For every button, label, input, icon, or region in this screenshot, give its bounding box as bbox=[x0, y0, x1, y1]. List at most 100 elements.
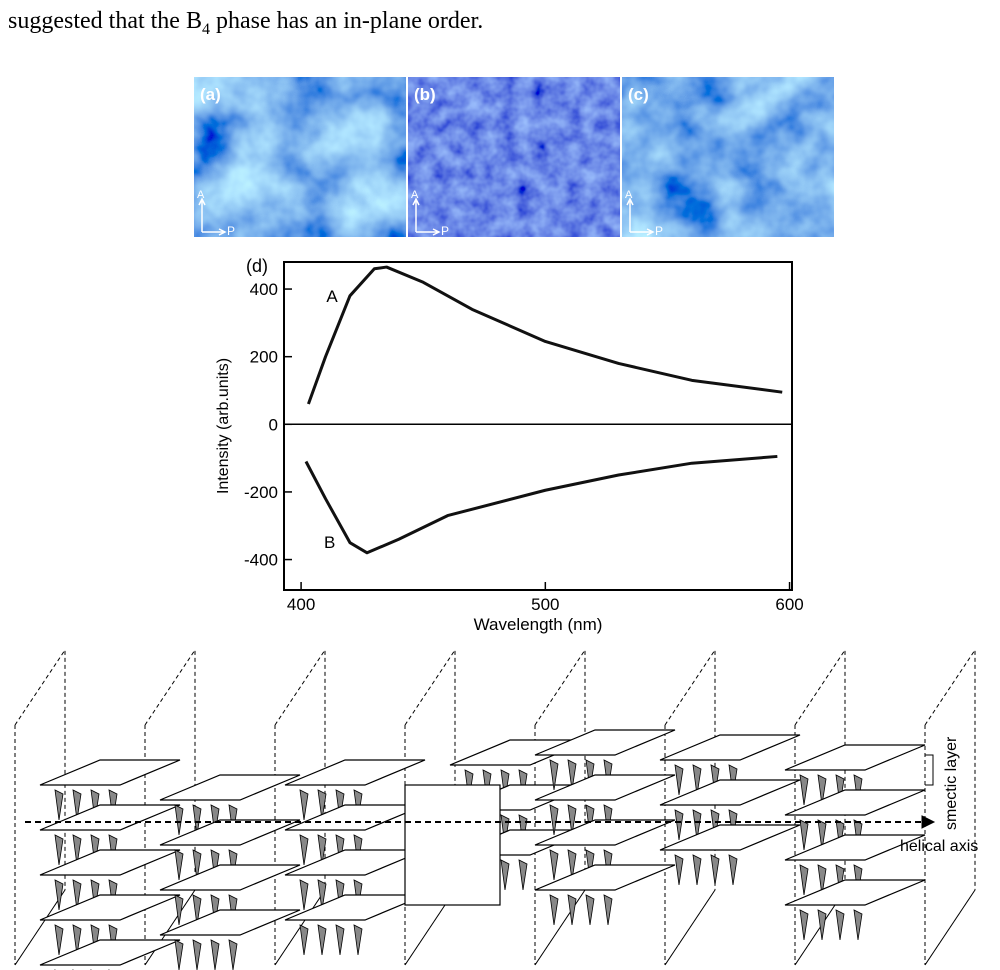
y-tick-label: 0 bbox=[269, 415, 278, 434]
panel-label: (b) bbox=[414, 85, 436, 104]
molecule bbox=[228, 939, 238, 970]
molecule bbox=[567, 759, 577, 791]
axis-arrows bbox=[412, 197, 441, 236]
molecule bbox=[174, 939, 184, 970]
molecule bbox=[674, 809, 684, 841]
spectrum-chart: -400 -200 0 200 400 400 500 600 (d) Wavelength (n… bbox=[215, 256, 804, 634]
frame bbox=[534, 648, 586, 966]
molecule bbox=[567, 804, 577, 836]
molecule bbox=[799, 909, 809, 941]
smectic-layer bbox=[534, 774, 676, 801]
molecule bbox=[817, 819, 827, 851]
molecule bbox=[299, 924, 309, 956]
smectic-layer bbox=[534, 864, 676, 891]
polarizer-label: P bbox=[441, 224, 449, 238]
molecule bbox=[817, 909, 827, 941]
smectic-layer bbox=[534, 729, 676, 756]
smectic-layer bbox=[784, 834, 926, 861]
micrograph bbox=[194, 77, 406, 237]
smectic-layer bbox=[659, 734, 801, 761]
smectic-layer bbox=[659, 779, 801, 806]
molecule bbox=[853, 909, 863, 941]
smectic-layer bbox=[159, 864, 301, 891]
y-tick-label: -400 bbox=[244, 551, 278, 570]
molecule bbox=[567, 849, 577, 881]
axis-arrows bbox=[626, 197, 655, 236]
line-series bbox=[307, 265, 783, 405]
molecule bbox=[317, 924, 327, 956]
text: suggested that the B bbox=[8, 8, 202, 34]
smectic-layer bbox=[159, 774, 301, 801]
molecule bbox=[567, 894, 577, 926]
smectic-layer bbox=[784, 879, 926, 906]
molecule bbox=[799, 819, 809, 851]
frame bbox=[924, 648, 976, 966]
molecule bbox=[54, 924, 64, 956]
molecule bbox=[54, 879, 64, 911]
molecule bbox=[549, 849, 559, 881]
schematic-diagram: smectic layer helical axis bbox=[14, 648, 978, 970]
molecule bbox=[518, 859, 528, 891]
series-label: A bbox=[326, 287, 338, 306]
micrograph bbox=[408, 77, 620, 237]
molecule bbox=[317, 879, 327, 911]
molecule bbox=[54, 789, 64, 821]
micrograph bbox=[622, 77, 834, 237]
molecule bbox=[210, 939, 220, 970]
molecule bbox=[692, 854, 702, 886]
molecule bbox=[549, 759, 559, 791]
panel-label: (c) bbox=[628, 85, 649, 104]
smectic-layer bbox=[159, 819, 301, 846]
molecule bbox=[692, 764, 702, 796]
molecule bbox=[603, 894, 613, 926]
x-tick-label: 500 bbox=[531, 595, 559, 614]
x-tick-label: 600 bbox=[775, 595, 803, 614]
smectic-layer bbox=[659, 824, 801, 851]
y-tick-label: 200 bbox=[250, 348, 278, 367]
molecule bbox=[192, 939, 202, 970]
smectic-layer bbox=[784, 744, 926, 771]
molecule bbox=[54, 834, 64, 866]
molecule bbox=[299, 789, 309, 821]
smectic-layer bbox=[284, 759, 426, 786]
molecule bbox=[728, 854, 738, 886]
molecule bbox=[72, 789, 82, 821]
smectic-layer bbox=[39, 849, 181, 876]
series-label: B bbox=[324, 533, 335, 552]
molecule bbox=[317, 834, 327, 866]
arrow-head bbox=[921, 815, 936, 829]
molecule bbox=[192, 849, 202, 881]
panel-label: (a) bbox=[200, 85, 221, 104]
molecule bbox=[799, 864, 809, 896]
body-text: suggested that the B4 phase has an in-pl… bbox=[8, 8, 483, 39]
polarizer-label: P bbox=[655, 224, 663, 238]
smectic-layer bbox=[39, 894, 181, 921]
molecule bbox=[817, 774, 827, 806]
layer-face bbox=[404, 784, 501, 906]
molecule bbox=[72, 924, 82, 956]
smectic-layer bbox=[159, 909, 301, 936]
frame bbox=[664, 648, 716, 966]
line-series bbox=[304, 454, 778, 555]
x-tick-label: 400 bbox=[287, 595, 315, 614]
smectic-layer bbox=[39, 804, 181, 831]
molecule bbox=[174, 804, 184, 836]
frame bbox=[14, 648, 66, 966]
smectic-layer bbox=[534, 819, 676, 846]
analyzer-label: A bbox=[197, 189, 205, 201]
frame bbox=[144, 648, 196, 966]
y-axis-label: Intensity (arb.units) bbox=[215, 358, 232, 494]
analyzer-label: A bbox=[625, 189, 633, 201]
axis-arrows bbox=[198, 197, 227, 236]
diagram-label: helical axis bbox=[900, 838, 978, 855]
micrographs: (a) A P (b) A P (c) A P bbox=[194, 77, 834, 238]
molecule bbox=[500, 859, 510, 891]
molecule bbox=[692, 809, 702, 841]
diagram-label: smectic layer bbox=[943, 736, 960, 830]
smectic-layer bbox=[784, 789, 926, 816]
polarizer-label: P bbox=[227, 224, 235, 238]
molecule bbox=[72, 879, 82, 911]
plot-frame bbox=[283, 261, 793, 591]
